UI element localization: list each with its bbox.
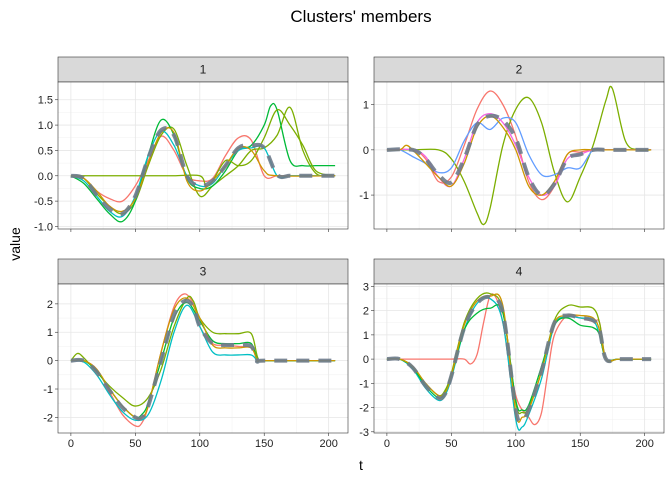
y-tick-label: -0.5 — [34, 196, 53, 208]
series-group — [70, 293, 336, 428]
series-group — [70, 102, 336, 223]
plot-area — [58, 284, 348, 433]
y-tick-label: 1 — [363, 100, 369, 112]
x-tick-label: 200 — [635, 438, 653, 450]
y-tick-label: -1 — [43, 384, 53, 396]
chart-title: Clusters' members — [290, 7, 431, 26]
y-tick-label: 2 — [47, 299, 53, 311]
y-tick-label: 1.5 — [38, 95, 53, 107]
x-tick-label: 0 — [68, 438, 74, 450]
y-tick-label: 0 — [363, 354, 369, 366]
facet-panel-4: 4 0 50 100 150 200 -3 -2 -1 0 1 2 3 — [359, 258, 665, 450]
y-tick-label: 0.5 — [38, 145, 53, 157]
y-tick-label: 1 — [363, 330, 369, 342]
y-tick-label: 2 — [363, 306, 369, 318]
panel-border — [373, 283, 665, 434]
facet-strip — [57, 56, 349, 83]
facet-panel-3: 3 0 50 100 150 200 -2 -1 0 1 2 — [43, 258, 349, 450]
y-tick-label: -1 — [359, 378, 369, 390]
series-line-3 — [70, 102, 336, 223]
facet-strip — [57, 258, 349, 285]
centroid-line — [70, 298, 336, 421]
x-tick-label: 0 — [384, 438, 390, 450]
y-tick-label: 1.0 — [38, 120, 53, 132]
y-tick-label: -1 — [359, 190, 369, 202]
x-tick-label: 200 — [319, 438, 337, 450]
facet-strip-label: 3 — [200, 265, 207, 279]
centroid-line — [386, 294, 652, 424]
x-axis-title: t — [359, 457, 363, 473]
y-tick-label: -2 — [43, 412, 53, 424]
x-tick-label: 50 — [129, 438, 141, 450]
facet-strip — [373, 56, 665, 83]
y-tick-label: 0 — [363, 145, 369, 157]
centroid-line — [70, 126, 336, 217]
series-line-2 — [386, 85, 652, 226]
series-group — [386, 85, 652, 226]
series-group — [386, 292, 652, 431]
y-axis-title: value — [7, 227, 23, 261]
y-tick-label: -2 — [359, 403, 369, 415]
series-line-3 — [70, 304, 336, 422]
series-line-5 — [70, 109, 336, 187]
panel-border — [57, 81, 349, 230]
y-tick-label: 0.0 — [38, 171, 53, 183]
x-tick-label: 150 — [571, 438, 589, 450]
panel-border — [57, 283, 349, 434]
y-tick-label: -1.0 — [34, 221, 53, 233]
facet-panel-2: 2 -1 0 1 — [359, 56, 665, 232]
y-tick-label: 3 — [363, 281, 369, 293]
x-tick-label: 150 — [255, 438, 273, 450]
panel-border — [373, 81, 665, 230]
facet-strip-label: 2 — [516, 63, 523, 77]
series-line-4 — [386, 304, 652, 412]
x-tick-label: 100 — [191, 438, 209, 450]
y-tick-label: 0 — [47, 356, 53, 368]
centroid-line — [386, 113, 652, 198]
y-tick-label: 1 — [47, 327, 53, 339]
facet-strip-label: 1 — [200, 63, 207, 77]
y-tick-label: -3 — [359, 427, 369, 439]
x-tick-label: 50 — [445, 438, 457, 450]
x-tick-label: 100 — [507, 438, 525, 450]
facet-strip-label: 4 — [516, 265, 523, 279]
facet-strip — [373, 258, 665, 285]
series-line-2 — [70, 106, 336, 215]
facet-panel-1: 1 -1.0 -0.5 0.0 0.5 1.0 1.5 — [34, 56, 349, 233]
